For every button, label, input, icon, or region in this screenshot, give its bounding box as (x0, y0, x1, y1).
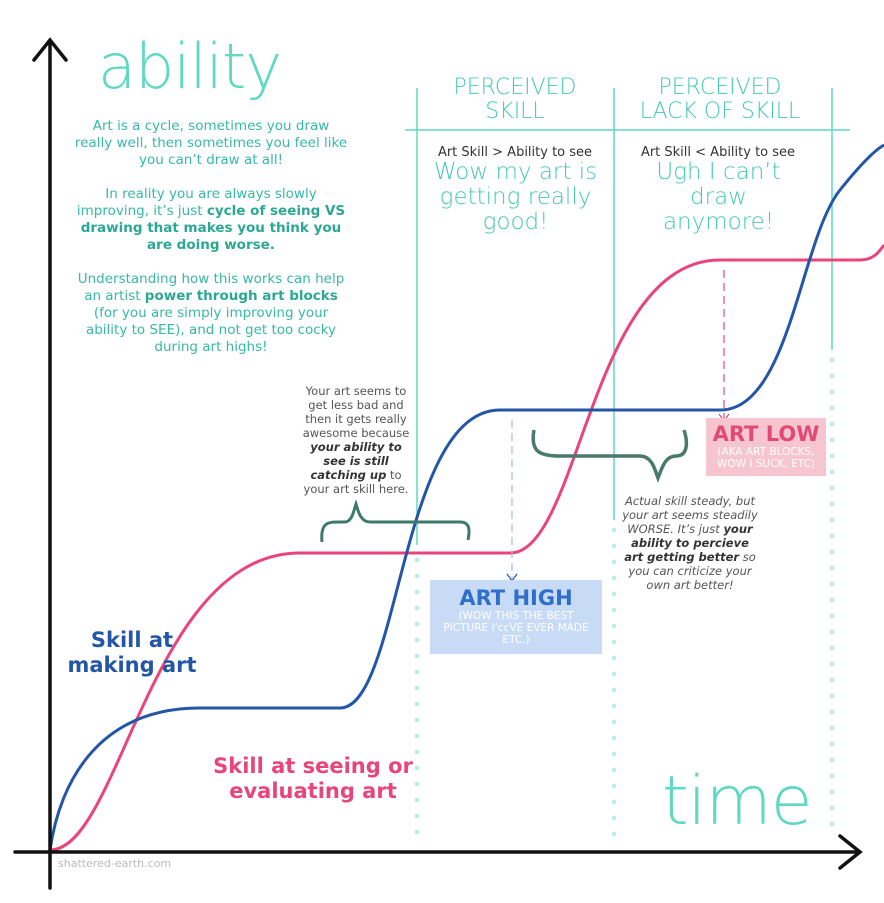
art-high-subtitle: (WOW THIS THE BEST PICTURE I’ccVE EVER M… (443, 610, 589, 646)
right-note: Actual skill steady, but your art seems … (620, 494, 760, 592)
watermark: shattered-earth.com (58, 857, 172, 870)
emphasis: your ability to see is still catching up (310, 440, 402, 482)
text: Art is a cycle, sometimes you draw reall… (74, 118, 348, 168)
column-heading: PERCEIVED SKILL (453, 75, 577, 124)
seeing-curve (49, 244, 884, 852)
right-brace (531, 429, 689, 483)
left-brace (320, 499, 471, 543)
text: Your art seems to get less bad and then … (302, 384, 410, 440)
left-note: Your art seems to get less bad and then … (302, 384, 410, 496)
art-low: ART LOW (AKA ART BLOCKS, WOW I SUCK, ETC… (706, 422, 826, 470)
y-arrow (32, 37, 68, 62)
y-axis-label: ability (98, 30, 282, 103)
art-high-title: ART HIGH (459, 586, 573, 610)
intro: Art is a cycle, sometimes you draw reall… (72, 118, 350, 373)
x-arrow (838, 834, 863, 870)
art-high-box (430, 580, 602, 654)
text: to your art skill here. (303, 468, 409, 496)
art-low-title: ART LOW (712, 422, 820, 446)
intro-paragraph: Understanding how this works can help an… (72, 271, 350, 356)
art-high: ART HIGH (WOW THIS THE BEST PICTURE I’cc… (430, 586, 602, 646)
axes (13, 37, 863, 890)
making-curve (48, 143, 884, 851)
column-rule: Art Skill > Ability to see (437, 145, 593, 160)
dotted-dividers (414, 357, 835, 843)
text: Actual skill steady, but your art seems … (622, 494, 758, 536)
text: In reality you are always slowly improvi… (76, 186, 317, 219)
emphasis: cycle of seeing VS drawing that makes yo… (80, 203, 346, 253)
emphasis: power through art blocks (144, 288, 338, 304)
art-low-box (706, 418, 826, 476)
emphasis: your ability to percieve art getting bet… (624, 522, 753, 564)
text: Understanding how this works can help an… (77, 271, 345, 304)
legend-seeing: Skill at seeing or evaluating art (213, 754, 413, 803)
text: (for you are simply improving your abili… (85, 305, 337, 355)
column-caption: Ugh I can’t draw anymore! (656, 159, 781, 235)
intro-paragraph: Art is a cycle, sometimes you draw reall… (72, 118, 350, 169)
column-caption: Wow my art is getting really good! (433, 159, 598, 235)
column-rule: Art Skill < Ability to see (640, 145, 796, 160)
intro-paragraph: In reality you are always slowly improvi… (72, 186, 350, 254)
legend-making: Skill at making art (67, 628, 197, 677)
art-low-subtitle: (AKA ART BLOCKS, WOW I SUCK, ETC) (717, 446, 815, 470)
text: so you can criticize your own art better… (628, 550, 756, 592)
x-axis-label: time (662, 762, 813, 841)
column-heading: PERCEIVED LACK OF SKILL (639, 75, 801, 124)
column-lines (405, 88, 850, 545)
